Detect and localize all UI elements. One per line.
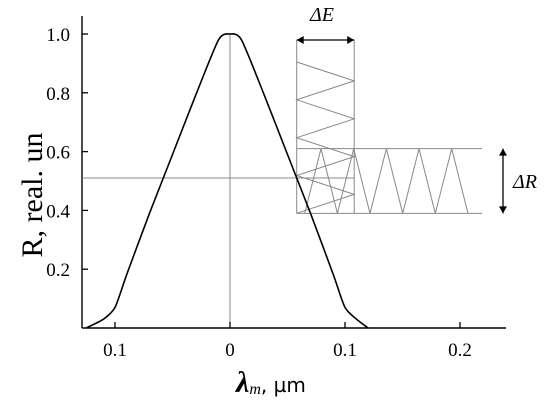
delta-e-arrowhead-left xyxy=(296,36,304,44)
delta-e-label: ΔE xyxy=(309,4,334,26)
x-tick-label: 0.1 xyxy=(333,340,357,361)
y-axis-title: R, real. un xyxy=(16,133,49,258)
guide-lines xyxy=(82,34,355,328)
x-axis-subscript: m xyxy=(249,381,261,398)
curve-layer xyxy=(85,33,369,329)
x-axis-symbol: λ xyxy=(234,366,249,399)
reflectance-curve xyxy=(85,33,369,329)
y-tick-label: 0.4 xyxy=(46,201,70,222)
delta-r-arrowhead-top xyxy=(499,148,507,156)
tick-labels: 0.2 0.4 0.6 0.8 1.0 0.1 0 0.1 0.2 xyxy=(46,25,472,361)
y-tick-label: 0.8 xyxy=(46,84,70,105)
delta-r-label: ΔR xyxy=(512,171,537,193)
delta-e-arrowhead-right xyxy=(347,36,355,44)
x-axis-unit: , µm xyxy=(261,373,306,397)
delta-r-zigzag xyxy=(304,148,469,214)
delta-e-zigzag xyxy=(295,61,356,214)
x-tick-label: 0.2 xyxy=(448,340,472,361)
y-tick-label: 0.6 xyxy=(46,143,70,164)
plot-area: 0.2 0.4 0.6 0.8 1.0 0.1 0 0.1 0.2 xyxy=(46,16,507,361)
range-arrows xyxy=(296,36,507,214)
x-tick-label: 0 xyxy=(225,340,235,361)
y-tick-label: 0.2 xyxy=(46,260,70,281)
axis-ticks xyxy=(82,33,461,328)
modulation-zigzags xyxy=(295,40,482,214)
x-tick-label: 0.1 xyxy=(103,340,127,361)
delta-r-arrowhead-bottom xyxy=(499,206,507,214)
y-tick-label: 1.0 xyxy=(46,25,70,46)
x-axis-title: λm, µm xyxy=(234,366,306,399)
